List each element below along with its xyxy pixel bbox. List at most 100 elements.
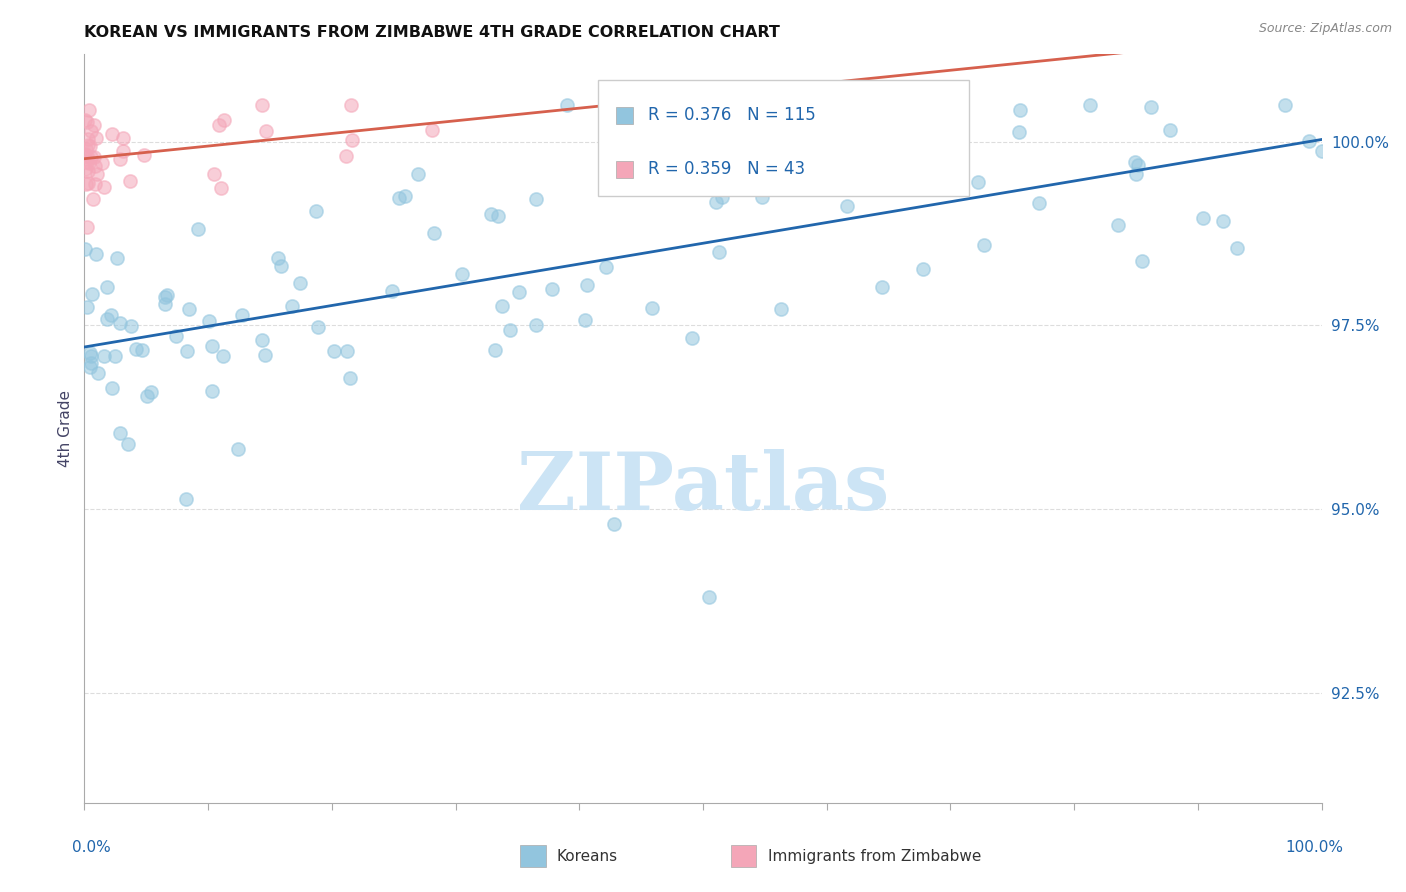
Point bbox=[212, 112, 235, 127]
Point bbox=[254, 124, 277, 138]
Point bbox=[307, 319, 329, 334]
Point bbox=[524, 318, 547, 332]
Point bbox=[1192, 211, 1215, 225]
Point bbox=[908, 143, 931, 157]
Point bbox=[450, 268, 472, 282]
Point bbox=[697, 590, 720, 604]
Point bbox=[288, 276, 311, 290]
Point bbox=[381, 284, 404, 298]
Point bbox=[73, 161, 96, 176]
Point bbox=[486, 209, 509, 223]
Point bbox=[91, 156, 114, 170]
Bar bbox=[616, 161, 633, 178]
Point bbox=[973, 238, 995, 252]
Point bbox=[1007, 125, 1029, 139]
Point bbox=[1226, 241, 1249, 255]
Text: 0.0%: 0.0% bbox=[72, 840, 111, 855]
Point bbox=[112, 131, 135, 145]
Point bbox=[524, 192, 547, 206]
Point bbox=[104, 349, 127, 363]
Point bbox=[118, 174, 141, 188]
Point bbox=[202, 167, 225, 181]
Point bbox=[574, 313, 596, 327]
Point bbox=[179, 301, 201, 316]
Point bbox=[79, 360, 101, 375]
Point bbox=[198, 314, 221, 328]
Point bbox=[212, 349, 235, 363]
Text: Source: ZipAtlas.com: Source: ZipAtlas.com bbox=[1258, 22, 1392, 36]
Point bbox=[1107, 219, 1129, 233]
Point bbox=[79, 139, 101, 153]
Point bbox=[831, 142, 853, 156]
Point bbox=[100, 381, 122, 395]
Point bbox=[110, 316, 132, 330]
Point bbox=[420, 122, 443, 136]
Point bbox=[1123, 155, 1146, 169]
Point bbox=[783, 168, 806, 182]
Point bbox=[499, 323, 522, 337]
Point bbox=[201, 384, 224, 398]
Point bbox=[77, 164, 100, 178]
Point bbox=[281, 299, 304, 313]
Point bbox=[79, 346, 101, 360]
Point bbox=[1130, 254, 1153, 268]
Point bbox=[595, 260, 617, 274]
Point bbox=[782, 139, 804, 153]
Point bbox=[132, 148, 155, 162]
Point bbox=[335, 149, 357, 163]
Point bbox=[208, 118, 231, 132]
Point bbox=[250, 98, 273, 112]
Point bbox=[174, 492, 197, 507]
Y-axis label: 4th Grade: 4th Grade bbox=[58, 390, 73, 467]
Point bbox=[120, 318, 142, 333]
Point bbox=[1310, 144, 1333, 158]
Text: Koreans: Koreans bbox=[557, 849, 617, 863]
Point bbox=[100, 308, 122, 322]
Point bbox=[76, 149, 98, 163]
Point bbox=[83, 118, 105, 132]
Point bbox=[87, 366, 110, 380]
Text: R = 0.376   N = 115: R = 0.376 N = 115 bbox=[648, 106, 815, 124]
Point bbox=[226, 442, 249, 456]
Point bbox=[709, 244, 731, 259]
Point bbox=[711, 190, 734, 204]
Point bbox=[704, 194, 727, 209]
Point bbox=[156, 288, 179, 302]
Point bbox=[931, 112, 953, 126]
Point bbox=[1274, 98, 1296, 112]
Point bbox=[340, 98, 363, 112]
Point bbox=[231, 308, 253, 322]
Point bbox=[697, 147, 720, 161]
Point bbox=[75, 242, 97, 256]
Point bbox=[406, 167, 429, 181]
Point bbox=[641, 301, 664, 315]
Point bbox=[835, 199, 858, 213]
Text: 100.0%: 100.0% bbox=[1285, 840, 1344, 855]
Point bbox=[575, 278, 598, 293]
Point bbox=[79, 123, 101, 137]
Point bbox=[388, 191, 411, 205]
Point bbox=[80, 150, 103, 164]
Text: Immigrants from Zimbabwe: Immigrants from Zimbabwe bbox=[768, 849, 981, 863]
Point bbox=[1298, 134, 1320, 148]
Point bbox=[73, 147, 96, 161]
Point bbox=[751, 189, 773, 203]
Point bbox=[73, 113, 96, 128]
Point bbox=[76, 220, 98, 235]
Point bbox=[100, 127, 122, 141]
Point bbox=[1125, 167, 1147, 181]
Point bbox=[942, 166, 965, 180]
Bar bbox=[616, 107, 633, 124]
Point bbox=[484, 343, 506, 358]
Point bbox=[76, 114, 98, 128]
Point bbox=[93, 179, 115, 194]
Point bbox=[769, 301, 792, 316]
Point bbox=[479, 207, 502, 221]
Point bbox=[82, 192, 104, 206]
Point bbox=[77, 156, 100, 170]
Point bbox=[139, 384, 162, 399]
Point bbox=[83, 177, 105, 191]
Point bbox=[934, 146, 956, 161]
Point bbox=[911, 261, 934, 276]
Text: R = 0.359   N = 43: R = 0.359 N = 43 bbox=[648, 160, 804, 178]
